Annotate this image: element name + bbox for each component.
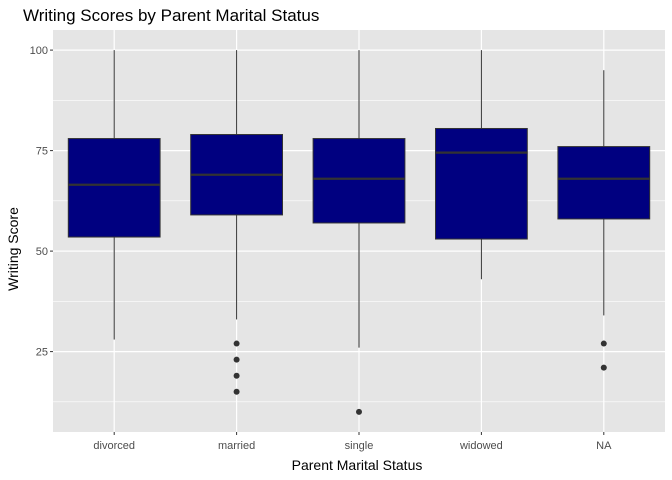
outlier-point — [600, 340, 607, 347]
box-iqr — [312, 138, 406, 224]
outlier-point — [233, 356, 240, 363]
y-tick-label: 100 — [30, 45, 48, 57]
box-married — [190, 50, 283, 395]
y-tick-label: 50 — [36, 246, 48, 258]
outlier-point — [233, 372, 240, 379]
x-axis-ticks: divorced married single widowed NA — [93, 432, 612, 452]
box-single — [312, 50, 406, 415]
x-tick-label: divorced — [93, 440, 135, 452]
box-iqr — [435, 127, 528, 240]
box-iqr — [67, 138, 161, 238]
outlier-point — [233, 340, 240, 347]
y-tick-label: 75 — [36, 146, 48, 158]
outlier-point — [356, 408, 362, 415]
chart-title: Writing Scores by Parent Marital Status — [23, 6, 319, 25]
outlier-point — [600, 364, 607, 371]
x-axis-label: Parent Marital Status — [292, 457, 423, 473]
outlier-point — [233, 388, 240, 395]
x-tick-label: single — [345, 440, 374, 452]
box-na — [557, 70, 651, 371]
y-tick-label: 25 — [36, 347, 48, 359]
box-group — [67, 50, 651, 415]
x-tick-label: widowed — [459, 440, 503, 452]
box-divorced — [67, 50, 161, 340]
x-tick-label: married — [218, 440, 255, 452]
x-tick-label: NA — [596, 440, 612, 452]
y-axis-ticks: 25 50 75 100 — [30, 45, 53, 359]
box-iqr — [557, 146, 651, 220]
box-widowed — [435, 50, 528, 280]
y-axis-label: Writing Score — [5, 207, 21, 291]
